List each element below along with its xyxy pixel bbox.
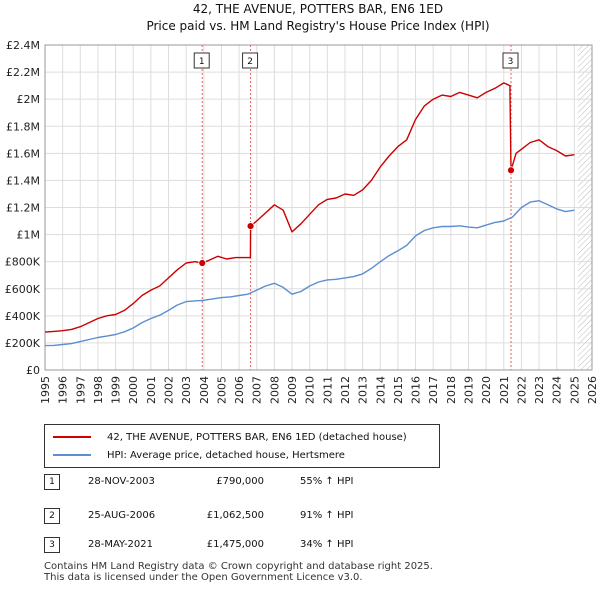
footer-line-licence: This data is licensed under the Open Gov…	[44, 572, 363, 583]
x-tick-label: 2010	[304, 376, 317, 404]
footer-line-copyright: Contains HM Land Registry data © Crown c…	[44, 561, 433, 572]
sale-badge: 1	[44, 474, 60, 490]
x-tick-label: 2008	[268, 376, 281, 404]
sale-badge: 2	[44, 508, 60, 524]
y-tick-label: £1M	[17, 229, 41, 242]
y-tick-label: £1.4M	[6, 174, 40, 187]
sale-price: £1,062,500	[206, 510, 264, 521]
sale-price: £1,475,000	[206, 539, 264, 550]
x-tick-label: 2017	[427, 376, 440, 404]
x-tick-label: 2026	[586, 376, 599, 404]
x-tick-label: 2009	[286, 376, 299, 404]
y-tick-label: £1.2M	[6, 202, 40, 215]
y-tick-label: £1.6M	[6, 147, 40, 160]
x-tick-label: 2013	[357, 376, 370, 404]
x-tick-label: 2011	[321, 376, 334, 404]
sale-date: 28-NOV-2003	[88, 476, 155, 487]
x-tick-label: 1995	[39, 376, 52, 404]
footer-attribution: Contains HM Land Registry data © Crown c…	[44, 561, 433, 583]
x-tick-label: 2021	[498, 376, 511, 404]
legend-item-property: 42, THE AVENUE, POTTERS BAR, EN6 1ED (de…	[53, 428, 407, 446]
sale-badge-label: 1	[199, 57, 205, 67]
x-tick-label: 1996	[57, 376, 70, 404]
sale-hpi-change: 55% ↑ HPI	[300, 476, 354, 487]
legend-label-property: 42, THE AVENUE, POTTERS BAR, EN6 1ED (de…	[107, 431, 407, 443]
plot-frame	[44, 44, 593, 371]
y-tick-label: £0	[26, 364, 40, 377]
y-tick-label: £800K	[5, 256, 41, 269]
x-tick-label: 2003	[180, 376, 193, 404]
sale-badge-chart	[502, 52, 519, 69]
x-tick-label: 1998	[92, 376, 105, 404]
legend-label-hpi: HPI: Average price, detached house, Hert…	[107, 449, 345, 461]
sale-date: 25-AUG-2006	[88, 510, 156, 521]
y-tick-label: £2.4M	[6, 39, 40, 52]
x-tick-label: 2020	[480, 376, 493, 404]
x-tick-label: 2000	[127, 376, 140, 404]
x-tick-label: 2025	[568, 376, 581, 404]
y-tick-label: £400K	[5, 310, 41, 323]
x-tick-label: 2016	[410, 376, 423, 404]
sale-row: 1 28-NOV-2003 £790,000 55% ↑ HPI	[44, 472, 444, 492]
sale-row: 3 28-MAY-2021 £1,475,000 34% ↑ HPI	[44, 535, 444, 555]
x-tick-label: 2007	[251, 376, 264, 404]
sale-hpi-change: 91% ↑ HPI	[300, 510, 354, 521]
x-tick-label: 2023	[533, 376, 546, 404]
x-tick-label: 2019	[462, 376, 475, 404]
x-tick-label: 2014	[374, 376, 387, 404]
sale-badge: 3	[44, 537, 60, 553]
sale-badge-label: 3	[508, 57, 514, 67]
sale-date: 28-MAY-2021	[88, 539, 154, 550]
x-tick-label: 2024	[551, 376, 564, 404]
x-tick-label: 1997	[74, 376, 87, 404]
sale-point	[507, 166, 515, 175]
sale-hpi-change: 34% ↑ HPI	[300, 539, 354, 550]
x-tick-label: 2012	[339, 376, 352, 404]
sale-point	[246, 222, 255, 231]
sale-badge-chart	[242, 52, 259, 69]
sale-badge-chart	[193, 52, 210, 69]
y-tick-label: £2.2M	[6, 66, 40, 79]
x-tick-label: 2018	[445, 376, 458, 404]
x-tick-label: 1999	[110, 376, 123, 404]
legend-swatch-hpi	[53, 454, 91, 456]
y-tick-label: £200K	[5, 337, 41, 350]
chart-title: 42, THE AVENUE, POTTERS BAR, EN6 1ED	[193, 2, 443, 16]
x-tick-label: 2004	[198, 376, 211, 404]
x-tick-label: 2005	[215, 376, 228, 404]
hpi-series-line	[44, 200, 575, 347]
x-tick-label: 2006	[233, 376, 246, 404]
chart-subtitle: Price paid vs. HM Land Registry's House …	[146, 19, 489, 33]
y-tick-label: £2M	[17, 93, 41, 106]
y-tick-label: £600K	[5, 283, 41, 296]
price-chart: 42, THE AVENUE, POTTERS BAR, EN6 1ED Pri…	[5, 2, 599, 404]
sale-badge-label: 2	[247, 57, 253, 67]
x-tick-label: 2002	[163, 376, 176, 404]
x-tick-label: 2015	[392, 376, 405, 404]
legend-swatch-property	[53, 436, 91, 438]
sale-price: £790,000	[216, 476, 264, 487]
legend: 42, THE AVENUE, POTTERS BAR, EN6 1ED (de…	[44, 424, 440, 468]
sale-point	[198, 259, 207, 267]
x-tick-label: 2022	[515, 376, 528, 404]
legend-item-hpi: HPI: Average price, detached house, Hert…	[53, 446, 345, 464]
x-tick-label: 2001	[145, 376, 158, 404]
sale-row: 2 25-AUG-2006 £1,062,500 91% ↑ HPI	[44, 506, 444, 526]
property-series-line	[44, 82, 575, 333]
y-tick-label: £1.8M	[6, 120, 40, 133]
